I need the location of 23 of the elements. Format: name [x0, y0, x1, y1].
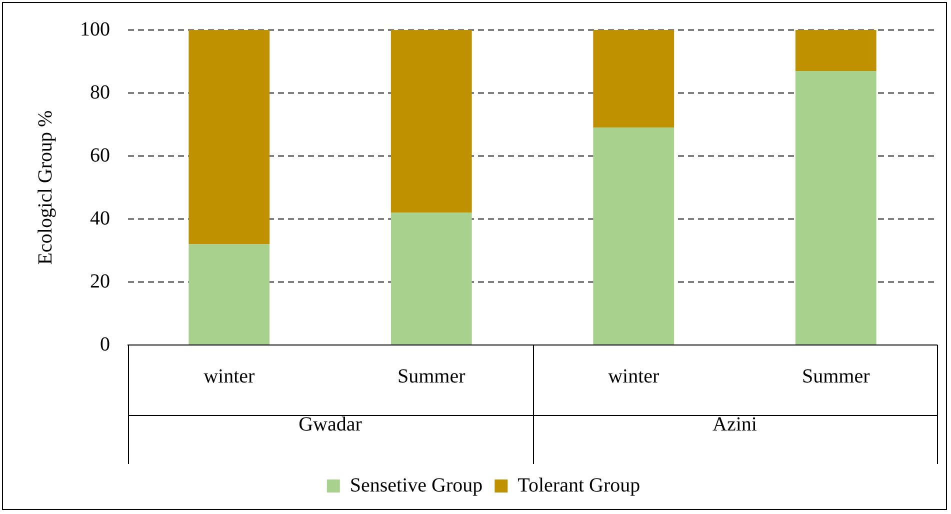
bar — [593, 128, 674, 344]
y-tick-label: 0 — [100, 333, 110, 356]
x-tick-label: Summer — [802, 365, 870, 388]
bar — [795, 30, 876, 71]
bar — [188, 244, 270, 344]
x-tick-label: winter — [204, 365, 256, 388]
x-tick-label: Summer — [397, 365, 466, 388]
y-tick-label: 20 — [90, 270, 110, 292]
bar — [593, 30, 674, 128]
y-tick-label: 60 — [90, 144, 110, 166]
y-axis-title: Ecologicl Group % — [34, 110, 56, 265]
y-tick-label: 100 — [80, 18, 110, 40]
y-tick-label: 80 — [90, 81, 110, 104]
legend-label: Sensetive Group — [350, 474, 483, 496]
text: Gwadar — [298, 413, 362, 436]
bar — [390, 30, 472, 213]
bar — [795, 70, 876, 344]
text: Azini — [712, 413, 758, 436]
x-tick-label: winter — [608, 365, 660, 388]
legend-label: Tolerant Group — [518, 474, 640, 496]
y-tick-label: 40 — [90, 207, 110, 230]
bar — [188, 30, 270, 244]
bar — [390, 212, 472, 344]
